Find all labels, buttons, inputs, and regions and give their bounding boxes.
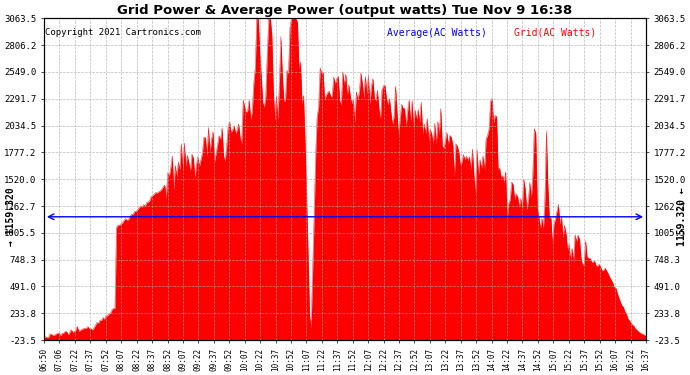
Text: Copyright 2021 Cartronics.com: Copyright 2021 Cartronics.com <box>46 28 201 37</box>
Text: 1159.320 ←: 1159.320 ← <box>677 188 687 246</box>
Text: Grid(AC Watts): Grid(AC Watts) <box>513 28 595 38</box>
Text: Average(AC Watts): Average(AC Watts) <box>387 28 487 38</box>
Title: Grid Power & Average Power (output watts) Tue Nov 9 16:38: Grid Power & Average Power (output watts… <box>117 4 573 17</box>
Text: → 1159.320: → 1159.320 <box>6 188 16 246</box>
